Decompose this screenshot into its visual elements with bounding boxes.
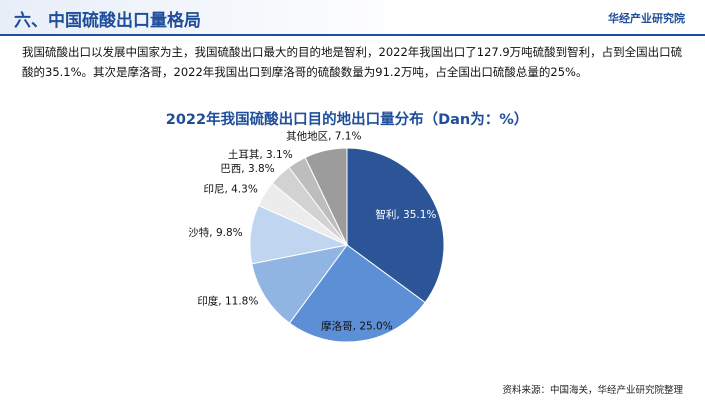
data-label: 土耳其, 3.1%	[228, 148, 293, 161]
data-label: 摩洛哥, 25.0%	[321, 320, 393, 333]
data-label: 沙特, 9.8%	[188, 227, 242, 239]
data-label: 其他地区, 7.1%	[286, 130, 361, 143]
data-label: 印度, 11.8%	[197, 294, 258, 307]
pie-slice	[251, 244, 349, 324]
data-label: 智利, 35.1%	[375, 208, 436, 221]
data-label: 印尼, 4.3%	[203, 184, 257, 196]
source: 资料来源：中国海关，华经产业研究院整理	[502, 385, 683, 396]
data-label: 巴西, 3.8%	[220, 163, 274, 175]
body-text: 我国硫酸出口以发展中国家为主，我国硫酸出口最大的目的地是智利，2022年我国出口…	[22, 45, 683, 79]
chart-title: 2022年我国硫酸出口目的地出口量分布（Dan为：%）	[166, 110, 529, 128]
pie-slice	[346, 147, 445, 304]
header-title: 六、中国硫酸出口量格局	[14, 11, 201, 31]
pie-slice	[304, 147, 348, 246]
brand: 华经产业研究院	[608, 12, 685, 25]
header: 六、中国硫酸出口量格局 华经产业研究院	[0, 0, 705, 36]
pie-slice	[288, 244, 426, 343]
